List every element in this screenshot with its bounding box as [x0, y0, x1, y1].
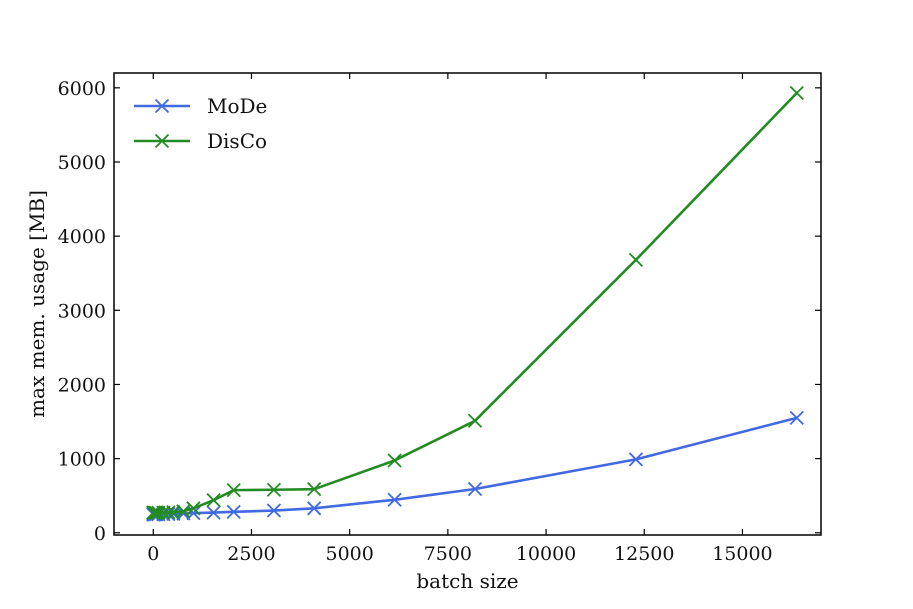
- data-point: [206, 505, 221, 520]
- data-point: [176, 504, 191, 519]
- x-axis: 0 2500 5000 7500 10000 12500 15000: [147, 73, 773, 565]
- x-tick-label: 0: [147, 543, 159, 565]
- y-tick-label: 1000: [58, 449, 106, 471]
- y-tick-label: 4000: [58, 226, 106, 248]
- data-point: [307, 482, 322, 497]
- x-tick-label: 10000: [516, 543, 576, 565]
- y-tick-label: 5000: [58, 152, 106, 174]
- series-disco: [146, 85, 804, 520]
- data-point: [789, 410, 804, 425]
- legend-marker: [154, 133, 170, 149]
- series-mode: [146, 410, 804, 522]
- legend: MoDe DisCo: [134, 94, 267, 153]
- data-point: [206, 493, 221, 508]
- data-point: [266, 503, 282, 518]
- legend-label: DisCo: [207, 129, 267, 153]
- data-point: [186, 501, 201, 516]
- legend-item-mode: MoDe: [134, 94, 267, 118]
- y-axis: 0 1000 2000 3000 4000 5000 6000: [58, 78, 821, 545]
- series-line: [152, 92, 798, 515]
- x-tick-label: 15000: [712, 543, 772, 565]
- x-tick-label: 2500: [227, 543, 275, 565]
- series-line: [152, 416, 798, 516]
- legend-item-disco: DisCo: [134, 129, 267, 153]
- data-point: [628, 252, 644, 268]
- data-point: [467, 413, 483, 428]
- x-tick-label: 5000: [325, 543, 373, 565]
- data-point: [628, 452, 644, 467]
- data-point: [307, 501, 322, 516]
- legend-marker: [154, 98, 170, 114]
- data-point: [387, 492, 402, 507]
- y-tick-label: 6000: [58, 78, 106, 100]
- data-point: [226, 504, 241, 519]
- data-point: [387, 453, 402, 468]
- y-tick-label: 2000: [58, 374, 106, 396]
- y-tick-label: 0: [94, 523, 106, 545]
- x-axis-label: batch size: [416, 569, 518, 593]
- data-point: [266, 482, 282, 497]
- y-tick-label: 3000: [58, 300, 106, 322]
- data-point: [161, 505, 176, 520]
- data-point: [467, 481, 483, 497]
- y-axis-label: max mem. usage [MB]: [25, 190, 49, 418]
- x-tick-label: 12500: [614, 543, 674, 565]
- x-tick-label: 7500: [424, 543, 472, 565]
- plot-frame: [113, 72, 822, 536]
- series-layer: [146, 85, 804, 522]
- data-point: [789, 85, 804, 101]
- data-point: [226, 482, 241, 498]
- legend-label: MoDe: [207, 94, 267, 118]
